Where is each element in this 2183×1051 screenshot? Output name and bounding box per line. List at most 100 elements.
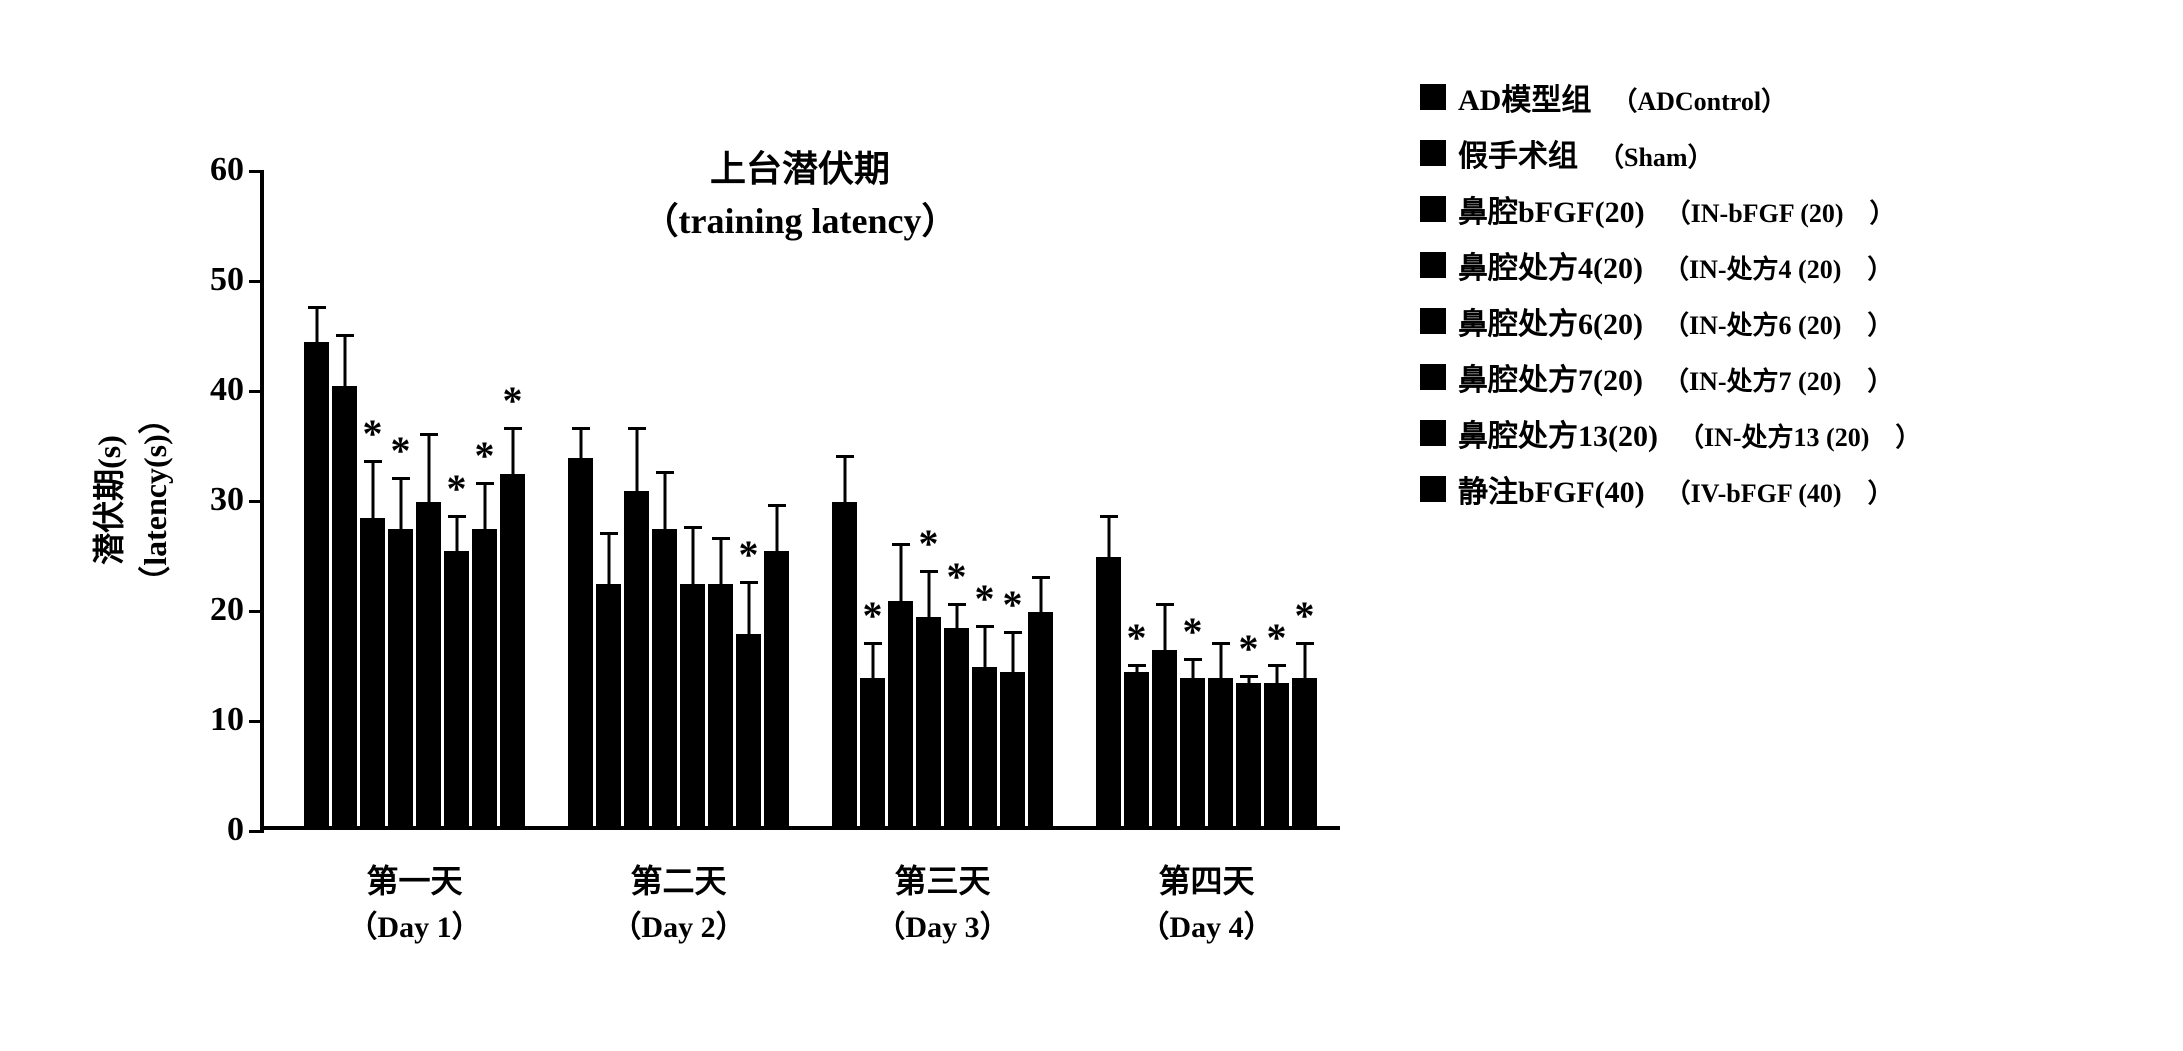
legend-label: AD模型组（ADControl） (1458, 75, 1787, 119)
legend: AD模型组（ADControl） 假手术组 （Sham） 鼻腔bFGF(20) （IN-… (1420, 75, 2120, 523)
bar-sham (332, 386, 357, 826)
error-bar (843, 458, 846, 502)
training-latency-chart: 上台潜伏期 （training latency） 潜伏期(s) （latency… (0, 0, 2183, 1051)
y-tick (249, 610, 264, 613)
error-cap (572, 427, 590, 430)
error-cap (1128, 664, 1146, 667)
y-axis-label-cn: 潜伏期(s) (84, 402, 130, 598)
bar-inform6 (680, 584, 705, 826)
error-cap (1156, 603, 1174, 606)
error-bar (1039, 579, 1042, 612)
error-bar (343, 337, 346, 387)
legend-label: 鼻腔处方4(20) （IN-处方4 (20) ） (1458, 243, 1893, 287)
x-group-label-en: （Day 4） (1139, 902, 1273, 946)
bar-inform7 (972, 667, 997, 827)
bar-inform7 (708, 584, 733, 826)
y-tick-label: 30 (210, 481, 244, 519)
bar-inform6 (416, 502, 441, 827)
bar-inform13 (1000, 672, 1025, 826)
bar-sham (596, 584, 621, 826)
error-cap (1268, 664, 1286, 667)
error-bar (899, 546, 902, 601)
bar-adcontrol (568, 458, 593, 827)
error-bar (1303, 645, 1306, 678)
error-cap (1296, 642, 1314, 645)
error-bar (1011, 634, 1014, 673)
x-group-label: 第三天（Day 3） (875, 856, 1009, 946)
error-cap (1004, 631, 1022, 634)
bar-inform4 (916, 617, 941, 826)
error-bar (871, 645, 874, 678)
legend-label-paren: （IN-处方13 (20) ） (1678, 423, 1921, 452)
error-cap (504, 427, 522, 430)
error-cap (420, 433, 438, 436)
error-cap (684, 526, 702, 529)
bar-adcontrol (1096, 557, 1121, 827)
significance-marker: * (1003, 581, 1023, 628)
error-cap (308, 306, 326, 309)
legend-label-paren: （Sham） (1598, 143, 1714, 172)
significance-marker: * (1127, 614, 1147, 661)
bar-sham (860, 678, 885, 827)
error-bar (1247, 678, 1250, 684)
error-bar (483, 485, 486, 529)
y-axis-label-en: （latency(s)） (130, 402, 176, 598)
error-bar (663, 474, 666, 529)
legend-label-paren: （IN-处方7 (20) ） (1663, 367, 1893, 396)
legend-label-main: 静注bFGF(40) (1458, 476, 1645, 509)
error-cap (448, 515, 466, 518)
bar-ivbfgf40 (1028, 612, 1053, 827)
significance-marker: * (863, 592, 883, 639)
error-bar (1107, 518, 1110, 557)
bar-inform7 (1236, 683, 1261, 826)
legend-label-main: 鼻腔处方4(20) (1458, 252, 1643, 285)
legend-swatch (1420, 140, 1446, 166)
significance-marker: * (1267, 614, 1287, 661)
error-cap (836, 455, 854, 458)
legend-label-paren: （IN-处方4 (20) ） (1663, 255, 1893, 284)
legend-label-paren: （IN-处方6 (20) ） (1663, 311, 1893, 340)
error-cap (1032, 576, 1050, 579)
significance-marker: * (363, 410, 383, 457)
bar-ivbfgf40 (1292, 678, 1317, 827)
significance-marker: * (475, 432, 495, 479)
error-bar (635, 430, 638, 491)
x-group-label: 第四天（Day 4） (1139, 856, 1273, 946)
y-axis-label: 潜伏期(s) （latency(s)） (84, 402, 176, 598)
bar-inbfgf20 (360, 518, 385, 826)
x-group-label-en: （Day 1） (347, 902, 481, 946)
error-bar (719, 540, 722, 584)
y-tick-label: 60 (210, 151, 244, 189)
y-tick-label: 50 (210, 261, 244, 299)
error-bar (455, 518, 458, 551)
x-group-label-cn: 第一天 (347, 856, 481, 902)
legend-label-paren: （ADControl） (1611, 87, 1787, 116)
error-cap (1184, 658, 1202, 661)
y-tick (249, 830, 264, 833)
error-cap (364, 460, 382, 463)
error-cap (740, 581, 758, 584)
error-cap (476, 482, 494, 485)
error-cap (628, 427, 646, 430)
error-bar (399, 480, 402, 530)
error-bar (983, 628, 986, 667)
error-cap (920, 570, 938, 573)
error-cap (948, 603, 966, 606)
bar-inbfgf20 (888, 601, 913, 827)
legend-item-inform7: 鼻腔处方7(20)（IN-处方7 (20) ） (1420, 355, 2120, 399)
legend-item-sham: 假手术组 （Sham） (1420, 131, 2120, 175)
legend-swatch (1420, 252, 1446, 278)
legend-label-main: 鼻腔bFGF(20) (1458, 196, 1645, 229)
error-cap (864, 642, 882, 645)
error-bar (1163, 606, 1166, 650)
error-bar (927, 573, 930, 617)
bar-ivbfgf40 (500, 474, 525, 826)
legend-label-main: 假手术组 (1458, 140, 1578, 173)
plot-area: 0102030405060*****第一天（Day 1）*第二天（Day 2）*… (260, 170, 1340, 830)
x-group-label-cn: 第四天 (1139, 856, 1273, 902)
error-cap (712, 537, 730, 540)
legend-label-paren: （IV-bFGF (40) ） (1665, 479, 1894, 508)
x-group-label-cn: 第三天 (875, 856, 1009, 902)
error-cap (1212, 642, 1230, 645)
error-cap (892, 543, 910, 546)
